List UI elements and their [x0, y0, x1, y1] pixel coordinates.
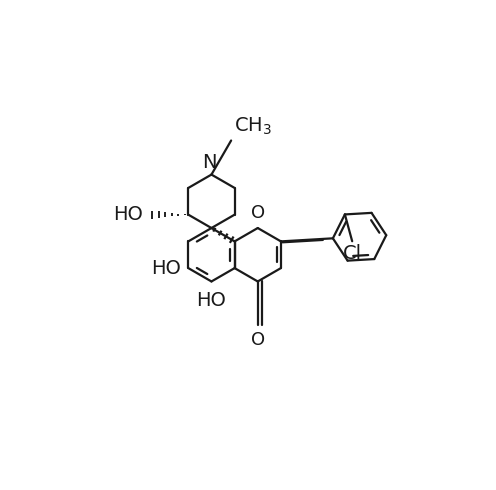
- Text: O: O: [250, 204, 265, 222]
- Text: CH$_3$: CH$_3$: [234, 115, 272, 137]
- Text: N: N: [202, 153, 216, 172]
- Text: Cl: Cl: [343, 244, 362, 263]
- Text: HO: HO: [196, 291, 226, 310]
- Text: HO: HO: [151, 259, 181, 278]
- Text: HO: HO: [113, 205, 143, 224]
- Text: O: O: [250, 331, 265, 349]
